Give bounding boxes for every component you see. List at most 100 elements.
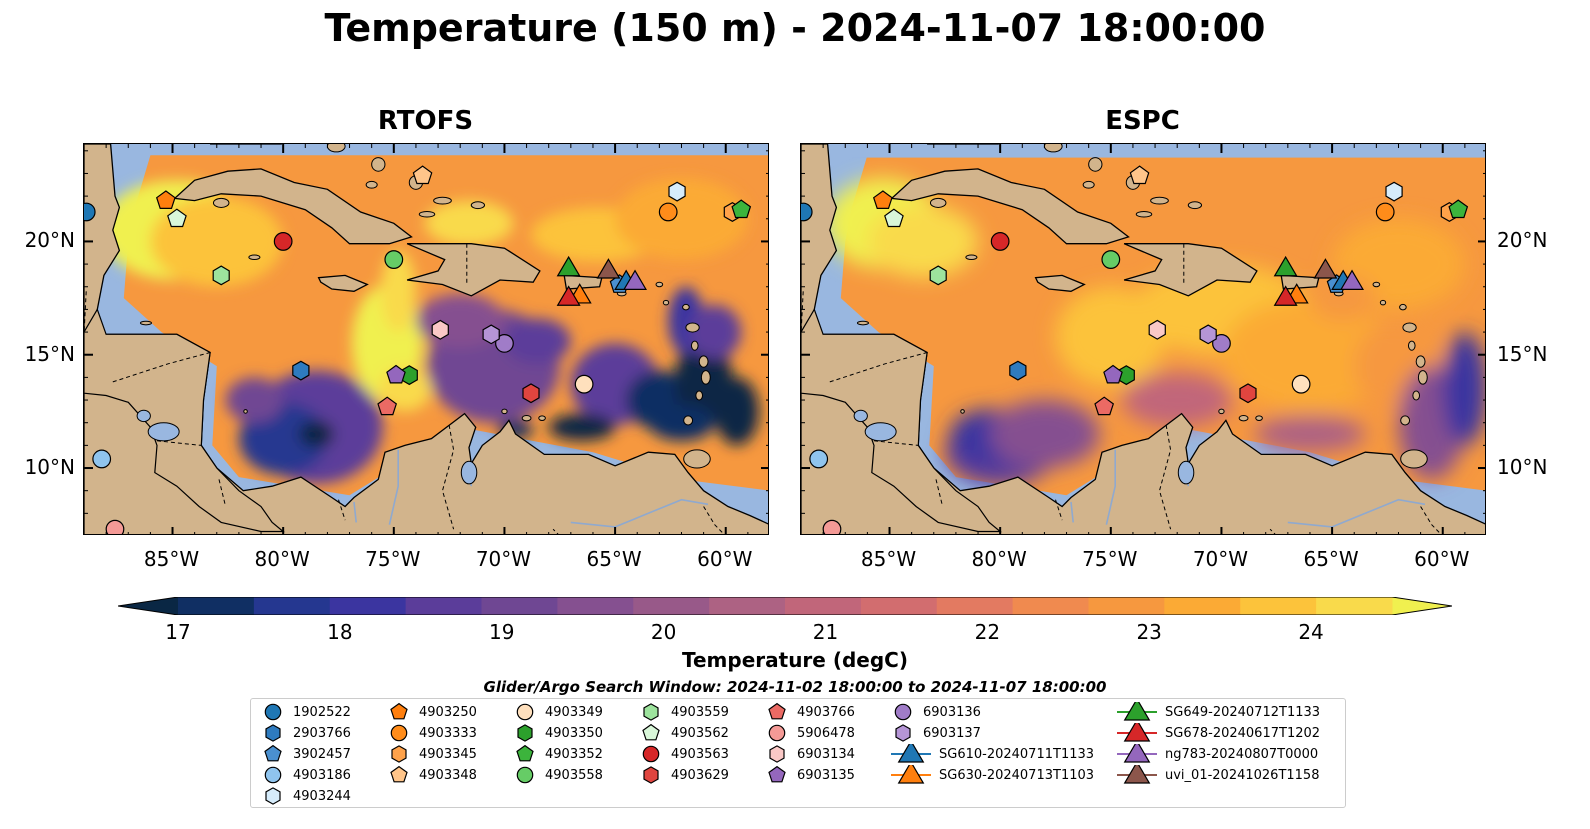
island [1415, 355, 1426, 368]
legend-label: 4903348 [419, 767, 477, 783]
colorbar-tick-label: 18 [327, 620, 353, 644]
legend-item: 4903250 [387, 702, 477, 722]
lon-tick-label: 65°W [586, 547, 642, 571]
marker-4903562 [167, 208, 187, 228]
marker-4903186 [809, 449, 829, 469]
marker-4903562 [642, 723, 660, 741]
lat-tick-label-left: 20°N [24, 228, 75, 253]
island [1238, 414, 1249, 422]
island [470, 201, 486, 210]
marker-1902522 [801, 202, 813, 222]
legend-marker-hexagon [517, 724, 533, 742]
island [248, 254, 261, 261]
marker-6903137 [895, 724, 911, 742]
river [1105, 449, 1117, 525]
marker-SG678-20240617T1202 [1273, 285, 1298, 306]
legend-item: 4903766 [765, 702, 855, 722]
island [695, 390, 704, 401]
colorbar-bin [253, 597, 331, 615]
legend-label: 4903345 [419, 746, 477, 762]
legend-item: 2903766 [261, 723, 351, 743]
marker-4903244 [668, 181, 686, 202]
legend-marker-circle [516, 766, 534, 784]
country-border [801, 291, 804, 335]
panel-title-rtofs: RTOFS [377, 106, 474, 136]
country-border [112, 352, 211, 383]
island [1187, 201, 1203, 210]
colorbar-bin [633, 597, 710, 615]
legend: 1902522 2903766 3902457 4903186 4903244 49032… [250, 698, 1346, 808]
marker-4903352 [731, 199, 752, 219]
marker-6903135 [768, 765, 786, 783]
legend-label: 6903136 [923, 704, 981, 720]
marker-4903766 [1094, 396, 1115, 416]
island [700, 370, 711, 385]
legend-label: 4903244 [293, 788, 351, 804]
island [212, 197, 230, 208]
marker-4903333 [390, 724, 408, 742]
legend-marker-circle [642, 745, 660, 763]
marker-6903137 [482, 324, 500, 345]
island [139, 320, 152, 326]
legend-label: 4903349 [545, 704, 603, 720]
island [1402, 322, 1417, 333]
colorbar [118, 597, 1452, 615]
colorbar-bin [481, 597, 558, 615]
island [1417, 370, 1428, 385]
legend-marker-hexagon [265, 787, 281, 805]
island [1412, 390, 1421, 401]
marker-4903345 [391, 745, 407, 763]
country-border [1420, 506, 1442, 534]
land-hispaniola [1123, 243, 1258, 297]
legend-marker-hexagon [265, 724, 281, 742]
colorbar-tick-label: 23 [1136, 620, 1162, 644]
marker-5906478 [768, 724, 786, 742]
legend-item: 6903134 [765, 744, 855, 764]
marker-4903350 [517, 724, 533, 742]
legend-label: 4903629 [671, 767, 729, 783]
island [662, 299, 670, 306]
lon-tick-label: 80°W [254, 547, 310, 571]
marker-4903349 [516, 703, 534, 721]
colorbar-tick-label: 24 [1298, 620, 1324, 644]
marker-2903766 [1009, 360, 1027, 381]
legend-label: 4903350 [545, 725, 603, 741]
marker-4903629 [522, 383, 540, 404]
legend-item: 4903562 [639, 723, 729, 743]
marker-4903250 [872, 190, 893, 210]
map-panel-espc [800, 143, 1486, 535]
island [1255, 415, 1263, 421]
marker-4903563 [273, 232, 293, 251]
lon-tick-label: 85°W [143, 547, 200, 571]
colorbar-bin [785, 597, 862, 615]
country-border [1269, 528, 1276, 534]
legend-marker-circle [768, 724, 786, 742]
legend-marker-triangle [1117, 702, 1157, 721]
legend-label: 1902522 [293, 704, 351, 720]
river [1287, 498, 1426, 528]
marker-4903352 [1448, 199, 1469, 219]
country-border [935, 479, 944, 507]
marker-4903186 [92, 449, 112, 469]
marker-SG649-20240712T1133 [1123, 702, 1151, 721]
island [243, 409, 248, 414]
river [353, 501, 357, 523]
land-jamaica [1034, 274, 1086, 292]
lon-tick-label: 60°W [1414, 547, 1470, 571]
legend-item: 1902522 [261, 702, 351, 722]
marker-4903558 [1101, 250, 1121, 269]
island [371, 157, 386, 172]
marker-1902522 [264, 703, 282, 721]
country-border [218, 479, 227, 507]
marker-4903558 [384, 250, 404, 269]
land-cuba [890, 168, 1130, 245]
legend-label: ng783-20240807T0000 [1165, 746, 1319, 762]
lat-tick-label-right: 15°N [1497, 341, 1548, 366]
lake [864, 422, 897, 442]
legend-marker-circle [390, 724, 408, 742]
lat-tick-label-left: 15°N [24, 341, 75, 366]
land-puertorico [563, 274, 603, 290]
legend-marker-pentagon [390, 765, 408, 783]
legend-label: SG649-20240712T1133 [1165, 704, 1321, 720]
legend-label: 4903559 [671, 704, 729, 720]
